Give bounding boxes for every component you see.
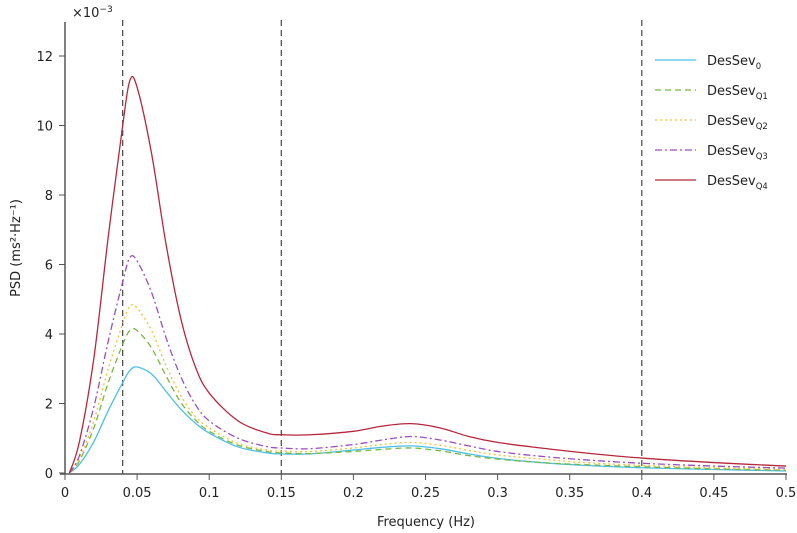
legend-label: DesSevQ2 xyxy=(707,114,768,132)
series-lines xyxy=(68,75,787,474)
x-tick-label: 0.05 xyxy=(123,486,152,501)
y-ticks: 0 2 4 6 8 10 12 xyxy=(36,50,65,482)
axes xyxy=(60,22,787,475)
x-tick-label: 0.25 xyxy=(411,486,440,501)
x-tick-label: 0.15 xyxy=(267,486,296,501)
x-axis-label: Frequency (Hz) xyxy=(377,515,475,530)
y-tick-label: 10 xyxy=(36,120,53,135)
x-tick-label: 0.2 xyxy=(343,486,364,501)
y-tick-label: 4 xyxy=(45,328,53,343)
x-ticks: 0 0.05 0.1 0.15 0.2 0.25 0.3 0.35 0.4 0.45 0.5 xyxy=(61,474,796,501)
x-tick-label: 0.35 xyxy=(555,486,584,501)
y-tick-label: 6 xyxy=(45,259,53,274)
series-line-q2 xyxy=(68,303,787,474)
y-tick-label: 8 xyxy=(45,189,53,204)
series-line-q4 xyxy=(68,75,787,474)
legend-label: DesSevQ4 xyxy=(707,174,768,192)
x-tick-label: 0.4 xyxy=(631,486,652,501)
y-tick-label: 2 xyxy=(45,398,53,413)
x-tick-label: 0.1 xyxy=(199,486,220,501)
y-axis-label: PSD (ms²·Hz⁻¹) xyxy=(9,199,24,297)
series-line-q1 xyxy=(68,327,787,474)
x-tick-label: 0.45 xyxy=(699,486,728,501)
legend-label: DesSevQ1 xyxy=(707,84,768,102)
frequency-band-lines xyxy=(122,20,643,474)
x-tick-label: 0.3 xyxy=(487,486,508,501)
legend: DesSev0 DesSevQ1 DesSevQ2 DesSevQ3 DesSevQ4 xyxy=(655,54,768,192)
x-tick-label: 0.5 xyxy=(776,486,797,501)
x-tick-label: 0 xyxy=(61,486,69,501)
series-line-0 xyxy=(68,366,787,474)
y-tick-label: 12 xyxy=(36,50,53,65)
legend-label: DesSevQ3 xyxy=(707,144,768,162)
legend-label: DesSev0 xyxy=(707,54,761,72)
y-tick-label: 0 xyxy=(45,467,53,482)
series-line-q3 xyxy=(68,254,787,474)
y-multiplier: ×10−3 xyxy=(72,5,113,21)
